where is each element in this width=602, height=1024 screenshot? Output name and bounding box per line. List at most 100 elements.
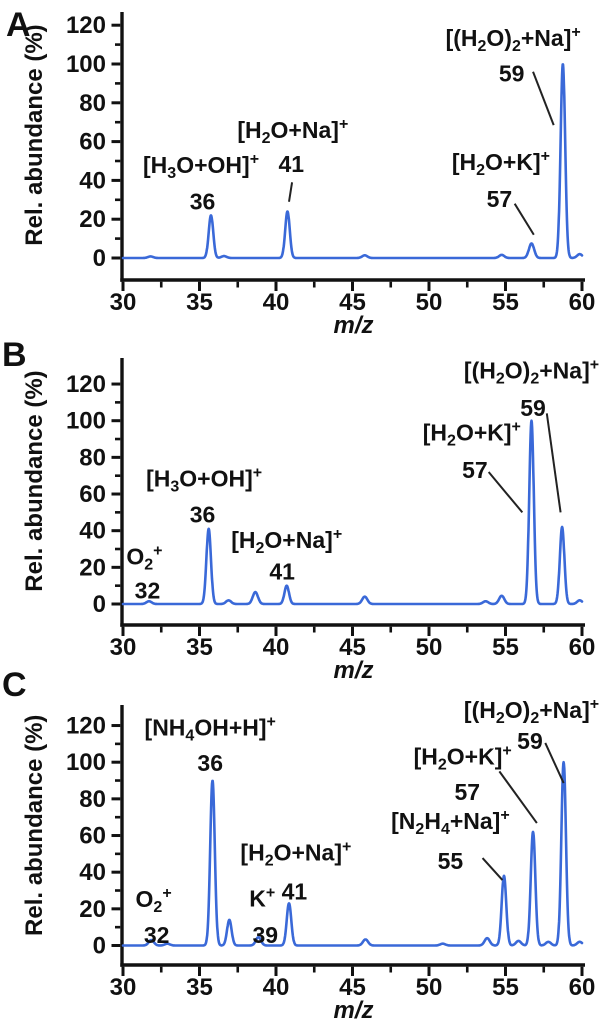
y-tick-label: 120 — [66, 713, 106, 740]
annotation-mass: 41 — [269, 559, 295, 585]
x-tick-label: 55 — [492, 634, 519, 661]
annotation-mass: 36 — [197, 750, 223, 776]
panel-letter: C — [2, 666, 27, 704]
annotation-mass: 57 — [462, 457, 488, 483]
annotation-leader-line — [498, 770, 538, 824]
panel-B: B 30 35 40 45 50 55 60 0 20 40 60 80 100 120 m/z Rel. ab… — [2, 336, 599, 684]
x-tick-label: 45 — [339, 634, 366, 661]
x-axis-title: m/z — [333, 312, 373, 339]
spectrum-line — [121, 419, 584, 606]
annotation-formula: [H2O+K]+ — [423, 419, 521, 450]
annotation-mass: 36 — [190, 189, 216, 215]
x-axis-title: m/z — [333, 997, 373, 1024]
y-tick-label: 0 — [93, 933, 106, 960]
y-tick-label: 0 — [93, 591, 106, 618]
y-tick-label: 120 — [66, 12, 106, 39]
x-tick-label: 40 — [263, 974, 290, 1001]
x-tick-label: 60 — [569, 289, 596, 316]
y-tick-label: 100 — [66, 51, 106, 78]
annotation-formula: [NH4OH+H]+ — [145, 713, 276, 744]
x-tick-label: 35 — [186, 974, 213, 1001]
y-axis-title: Rel. abundance (%) — [21, 715, 48, 936]
spectrum-line — [121, 63, 584, 260]
annotation-mass: 32 — [135, 577, 161, 603]
annotation-formula: [N2H4+Na]+ — [391, 807, 510, 838]
annotation-mass: 59 — [520, 395, 546, 421]
x-tick-label: 45 — [339, 289, 366, 316]
y-tick-label: 80 — [79, 90, 106, 117]
annotation-leader-line — [532, 71, 555, 126]
annotation-formula: [H2O+Na]+ — [237, 116, 348, 147]
x-tick-label: 50 — [416, 289, 443, 316]
annotation-formula: [(H2O)2+Na]+ — [464, 696, 599, 727]
x-tick-label: 55 — [492, 974, 519, 1001]
y-tick-label: 80 — [79, 786, 106, 813]
y-tick-label: 60 — [79, 481, 106, 508]
x-tick-label: 50 — [416, 634, 443, 661]
x-tick-label: 40 — [263, 634, 290, 661]
x-tick-label: 60 — [569, 974, 596, 1001]
annotation-formula: [H2O+Na]+ — [240, 839, 351, 870]
annotation-leader-line — [487, 471, 524, 513]
x-tick-label: 45 — [339, 974, 366, 1001]
y-tick-label: 60 — [79, 823, 106, 850]
annotation-mass: 57 — [487, 186, 513, 212]
y-tick-label: 20 — [79, 206, 106, 233]
x-tick-label: 40 — [263, 289, 290, 316]
annotation-mass: 41 — [282, 878, 308, 904]
x-tick-label: 55 — [492, 289, 519, 316]
annotation-leader-line — [481, 857, 504, 881]
x-tick-label: 60 — [569, 634, 596, 661]
annotation-formula: K+ — [249, 885, 275, 912]
annotation-formula: [(H2O)2+Na]+ — [446, 24, 581, 55]
y-tick-label: 40 — [79, 167, 106, 194]
annotation-formula: O2+ — [136, 885, 172, 916]
panel-letter: A — [6, 6, 31, 44]
annotation-leader-line — [513, 203, 535, 236]
y-tick-label: 120 — [66, 371, 106, 398]
panel-letter: B — [2, 336, 27, 374]
annotation-formula: [H3O+OH]+ — [146, 464, 262, 495]
annotation-mass: 41 — [279, 151, 305, 177]
annotation-formula: [H2O+K]+ — [414, 743, 512, 774]
annotation-formula: [H2O+Na]+ — [231, 526, 342, 557]
annotation-formula: [H2O+K]+ — [452, 148, 550, 179]
panel-C: C 30 35 40 45 50 55 60 0 20 40 60 80 100 120 m/z Rel. ab… — [2, 666, 599, 1024]
y-tick-label: 60 — [79, 129, 106, 156]
x-tick-label: 30 — [110, 974, 137, 1001]
annotation-leader-line — [288, 182, 294, 202]
annotation-mass: 39 — [252, 922, 278, 948]
y-tick-label: 100 — [66, 749, 106, 776]
x-tick-label: 50 — [416, 974, 443, 1001]
x-tick-label: 35 — [186, 289, 213, 316]
y-axis-title: Rel. abundance (%) — [21, 24, 48, 245]
x-axis-title: m/z — [333, 657, 373, 684]
annotation-leader-line — [544, 742, 565, 784]
y-axis-title: Rel. abundance (%) — [21, 370, 48, 591]
x-tick-label: 35 — [186, 634, 213, 661]
x-tick-label: 30 — [110, 289, 137, 316]
y-tick-label: 40 — [79, 518, 106, 545]
annotation-leader-line — [545, 413, 562, 513]
annotation-mass: 59 — [517, 728, 543, 754]
annotation-mass: 36 — [190, 502, 216, 528]
y-tick-label: 40 — [79, 859, 106, 886]
annotation-formula: [(H2O)2+Na]+ — [464, 356, 599, 387]
y-tick-label: 80 — [79, 444, 106, 471]
x-tick-label: 30 — [110, 634, 137, 661]
spectrum-line — [121, 760, 584, 947]
y-tick-label: 0 — [93, 245, 106, 272]
y-tick-label: 100 — [66, 408, 106, 435]
annotation-mass: 59 — [499, 61, 525, 87]
panel-A: A 30 35 40 45 50 55 60 0 20 40 60 80 100 120 m/z Rel. ab… — [6, 6, 595, 339]
annotation-mass: 55 — [438, 848, 464, 874]
y-tick-label: 20 — [79, 896, 106, 923]
annotation-mass: 57 — [454, 779, 480, 805]
annotation-formula: O2+ — [126, 542, 162, 573]
y-tick-label: 20 — [79, 554, 106, 581]
annotation-formula: [H3O+OH]+ — [143, 151, 259, 182]
annotation-mass: 32 — [144, 922, 170, 948]
